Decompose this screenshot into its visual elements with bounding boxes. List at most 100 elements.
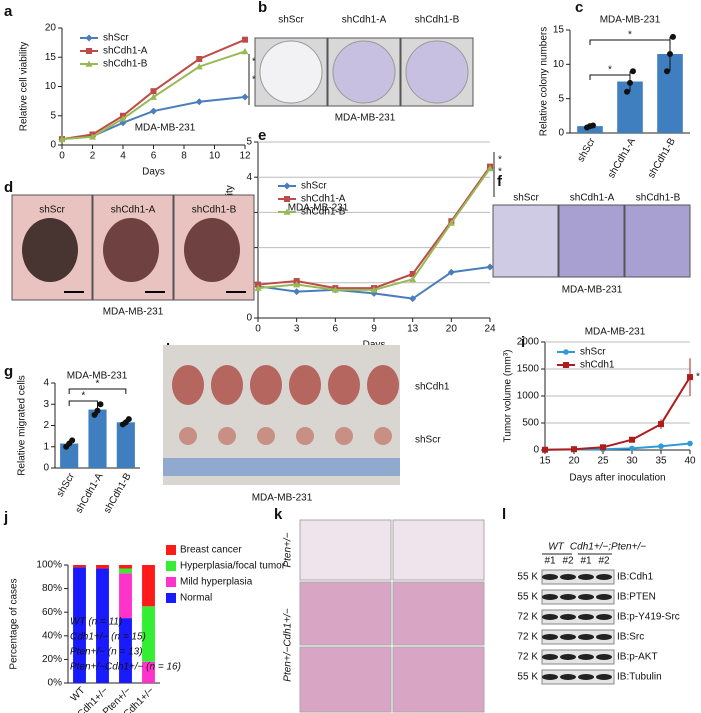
marker (119, 115, 127, 122)
band (560, 594, 576, 600)
marker (58, 135, 66, 142)
y-tick-label: 60% (42, 607, 62, 618)
chart-title: MDA-MB-231 (67, 371, 128, 382)
data-point (590, 122, 596, 129)
marker (486, 263, 494, 271)
image-label: shScr (513, 193, 539, 204)
y-tick-label: 2000 (517, 337, 540, 348)
x-tick-label: 9 (371, 324, 377, 335)
marker (563, 362, 569, 368)
lane-label: #2 (562, 556, 574, 567)
histology-image (392, 519, 485, 581)
x-tick-label: 30 (626, 456, 638, 467)
legend-label: shCdh1-B (103, 59, 148, 70)
migration-image (624, 204, 691, 278)
sphere (103, 218, 159, 282)
y-axis-label: Relative cell viability (19, 42, 30, 131)
marker (447, 219, 455, 226)
y-axis-label: Percentage of cases (9, 578, 20, 669)
significance-bracket (68, 388, 127, 394)
bar-segment (119, 573, 132, 619)
bar-segment (96, 565, 109, 569)
blot-label: IB:Tubulin (617, 672, 662, 683)
band (578, 654, 594, 660)
marker (658, 443, 664, 450)
blot-label: IB:PTEN (617, 592, 656, 603)
panel-letter: k (274, 506, 283, 523)
marker (283, 182, 291, 190)
marker (242, 36, 248, 43)
tumor (211, 365, 243, 405)
significance: * (628, 30, 632, 41)
y-tick-label: 3 (43, 399, 49, 410)
panel-letter: l (502, 506, 506, 523)
data-point (667, 51, 673, 58)
image-label: shScr (278, 15, 304, 26)
image-label: shCdh1-B (636, 193, 681, 204)
tumor (250, 365, 282, 405)
band (542, 614, 558, 620)
significance: * (252, 57, 256, 68)
image-label: shCdh1-A (570, 193, 615, 204)
marker (196, 56, 203, 63)
marker-label: 55 K (517, 572, 538, 583)
marker (150, 88, 157, 95)
x-tick-label: 6 (333, 324, 339, 335)
sphere (22, 218, 78, 282)
x-tick-label: 35 (655, 456, 667, 467)
bar-segment (142, 565, 155, 607)
marker (255, 281, 261, 288)
data-point (664, 68, 670, 75)
tumor (374, 427, 392, 445)
y-tick-label: 15 (553, 25, 565, 36)
marker (293, 278, 300, 285)
sample-size: Pten+/−Cdh1+/− (n = 16) (70, 662, 181, 673)
x-tick-label: 3 (294, 324, 300, 335)
lane-label: #1 (544, 556, 556, 567)
legend-label: shScr (103, 33, 129, 44)
y-axis-label: Tumor volume (mm³) (503, 350, 514, 443)
bar-segment (96, 568, 109, 683)
colony-dish (259, 40, 323, 104)
lane-label: #1 (580, 556, 592, 567)
marker (629, 436, 635, 443)
image-caption: MDA-MB-231 (335, 113, 396, 124)
tumor (218, 427, 236, 445)
band (542, 594, 558, 600)
marker (89, 133, 96, 140)
image-caption: MDA-MB-231 (103, 307, 164, 318)
marker-label: 55 K (517, 592, 538, 603)
x-tick-label: 12 (239, 151, 251, 162)
bar-segment (119, 565, 132, 569)
legend-label: shCdh1-A (301, 194, 346, 205)
y-tick-label: 0 (43, 463, 49, 474)
band (560, 614, 576, 620)
data-point (627, 79, 633, 86)
series-line (61, 50, 246, 141)
x-tick-label: 24 (484, 324, 496, 335)
significance-bracket (589, 74, 631, 80)
tumor (296, 427, 314, 445)
y-tick-label: 2 (43, 420, 49, 431)
x-tick-label: 15 (539, 456, 551, 467)
marker (241, 93, 249, 101)
band (596, 654, 612, 660)
band (542, 654, 558, 660)
legend-swatch (166, 545, 176, 555)
x-tick-label: 2 (90, 151, 96, 162)
x-tick-label: 0 (255, 324, 261, 335)
band (578, 674, 594, 680)
marker (486, 164, 494, 172)
bar-segment (142, 606, 155, 662)
significance: * (608, 65, 612, 76)
blot-label: IB:Cdh1 (617, 572, 654, 583)
bar-segment (119, 618, 132, 683)
series-line (257, 166, 491, 290)
marker (370, 286, 378, 293)
chart-title: MDA-MB-231 (600, 15, 661, 26)
band (578, 594, 594, 600)
x-tick-label: 40 (684, 456, 696, 467)
y-tick-label: 1500 (517, 364, 540, 375)
data-point (624, 88, 630, 95)
